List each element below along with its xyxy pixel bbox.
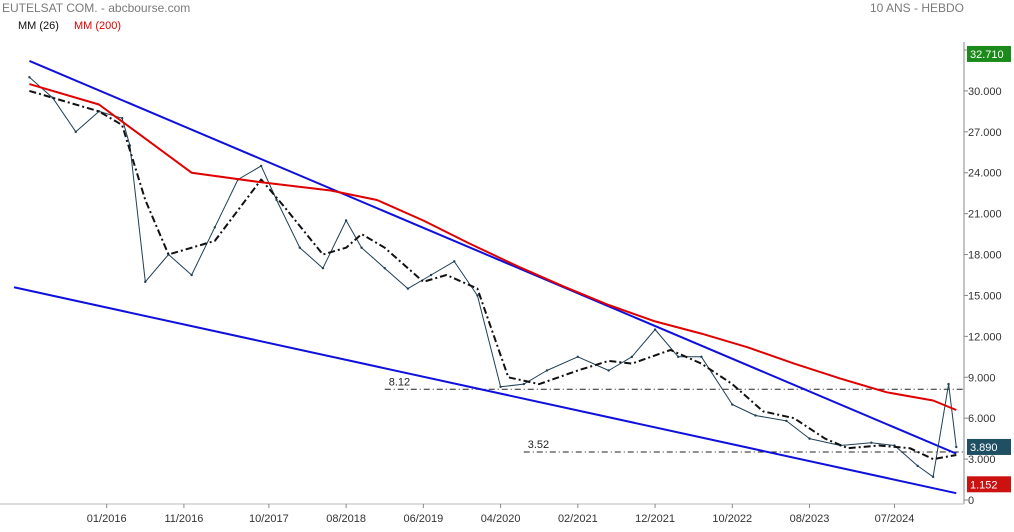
price-point	[576, 355, 580, 359]
price-point	[476, 294, 479, 297]
price-point	[545, 369, 549, 372]
price-point	[870, 441, 873, 444]
x-tick-label: 04/2020	[481, 513, 521, 525]
price-badge-label: 32.710	[970, 49, 1004, 61]
level-label: 8.12	[389, 376, 410, 388]
price-point	[808, 437, 811, 440]
price-point	[28, 76, 31, 79]
price-point	[321, 266, 325, 270]
price-point	[213, 226, 217, 229]
y-tick-label: 3.000	[968, 454, 996, 466]
x-tick-label: 11/2016	[164, 513, 203, 525]
price-point	[916, 464, 919, 468]
y-tick-label: 24.000	[968, 168, 1002, 180]
y-tick-label: 9.000	[968, 372, 996, 384]
price-point	[144, 280, 147, 284]
axes: 0 3.000 6.000 9.000 12.000 15.000 18.000 21.000…	[0, 42, 1002, 525]
price-point	[406, 287, 410, 290]
price-badge-label: 1.152	[970, 479, 998, 491]
legend-mm200: MM (200)	[74, 20, 122, 32]
price-point	[947, 382, 950, 386]
price-point	[360, 246, 363, 249]
price-point	[120, 116, 124, 120]
trendline	[29, 59, 957, 455]
y-tick-label: 30.000	[968, 86, 1002, 98]
price-point	[74, 130, 77, 134]
trendline	[13, 286, 957, 495]
x-tick-label: 08/2018	[326, 513, 366, 525]
price-point	[754, 414, 757, 417]
y-tick-label: 12.000	[968, 331, 1002, 343]
x-tick-label: 06/2019	[403, 513, 443, 525]
y-tick-label: 0	[968, 495, 974, 507]
chart-period: 10 ANS - HEBDO	[869, 1, 964, 15]
y-tick-label: 21.000	[968, 209, 1002, 221]
price-point	[190, 273, 193, 277]
price-badge	[967, 45, 1011, 62]
y-tick-label: 6.000	[968, 413, 996, 425]
price-point	[429, 273, 433, 277]
price-point	[653, 328, 657, 331]
y-tick-label: 18.000	[968, 250, 1002, 262]
y-tick-label: 27.000	[968, 127, 1002, 139]
price-point	[931, 475, 935, 479]
series-mm26	[29, 89, 957, 461]
price-point	[955, 445, 958, 449]
x-tick-label: 01/2016	[87, 513, 127, 525]
price-point	[259, 164, 263, 168]
trendlines	[13, 59, 957, 495]
price-badge-label: 3.890	[970, 442, 998, 454]
series	[28, 76, 958, 479]
price-point	[677, 355, 680, 359]
series-mm200	[29, 83, 957, 411]
level-label: 3.52	[528, 439, 549, 451]
legend: MM (26) MM (200)	[18, 20, 133, 32]
price-point	[275, 198, 278, 202]
price-point	[51, 96, 54, 99]
price-point	[344, 219, 348, 222]
price-point	[630, 355, 634, 359]
x-tick-label: 08/2023	[790, 513, 830, 525]
y-tick-label: 15.000	[968, 290, 1002, 302]
price-point	[731, 403, 734, 406]
price-badge	[967, 438, 1011, 455]
x-tick-label: 02/2021	[558, 513, 598, 525]
price-badge	[967, 476, 1011, 493]
price-point	[522, 382, 525, 386]
x-tick-label: 07/2024	[875, 513, 915, 525]
price-point	[607, 369, 610, 372]
x-tick-label: 10/2017	[249, 513, 289, 525]
price-point	[298, 246, 301, 249]
series-price	[29, 76, 957, 478]
price-badges: 32.710 3.890 1.152	[967, 45, 1011, 493]
price-point	[453, 260, 456, 263]
chart-title: EUTELSAT COM. - abcbourse.com	[2, 1, 191, 15]
price-point	[700, 355, 703, 359]
legend-mm26: MM (26)	[18, 20, 59, 32]
price-point	[785, 419, 788, 423]
x-tick-label: 10/2022	[712, 513, 752, 525]
x-tick-label: 12/2021	[635, 513, 675, 525]
price-point	[383, 266, 386, 270]
price-point	[499, 385, 502, 389]
